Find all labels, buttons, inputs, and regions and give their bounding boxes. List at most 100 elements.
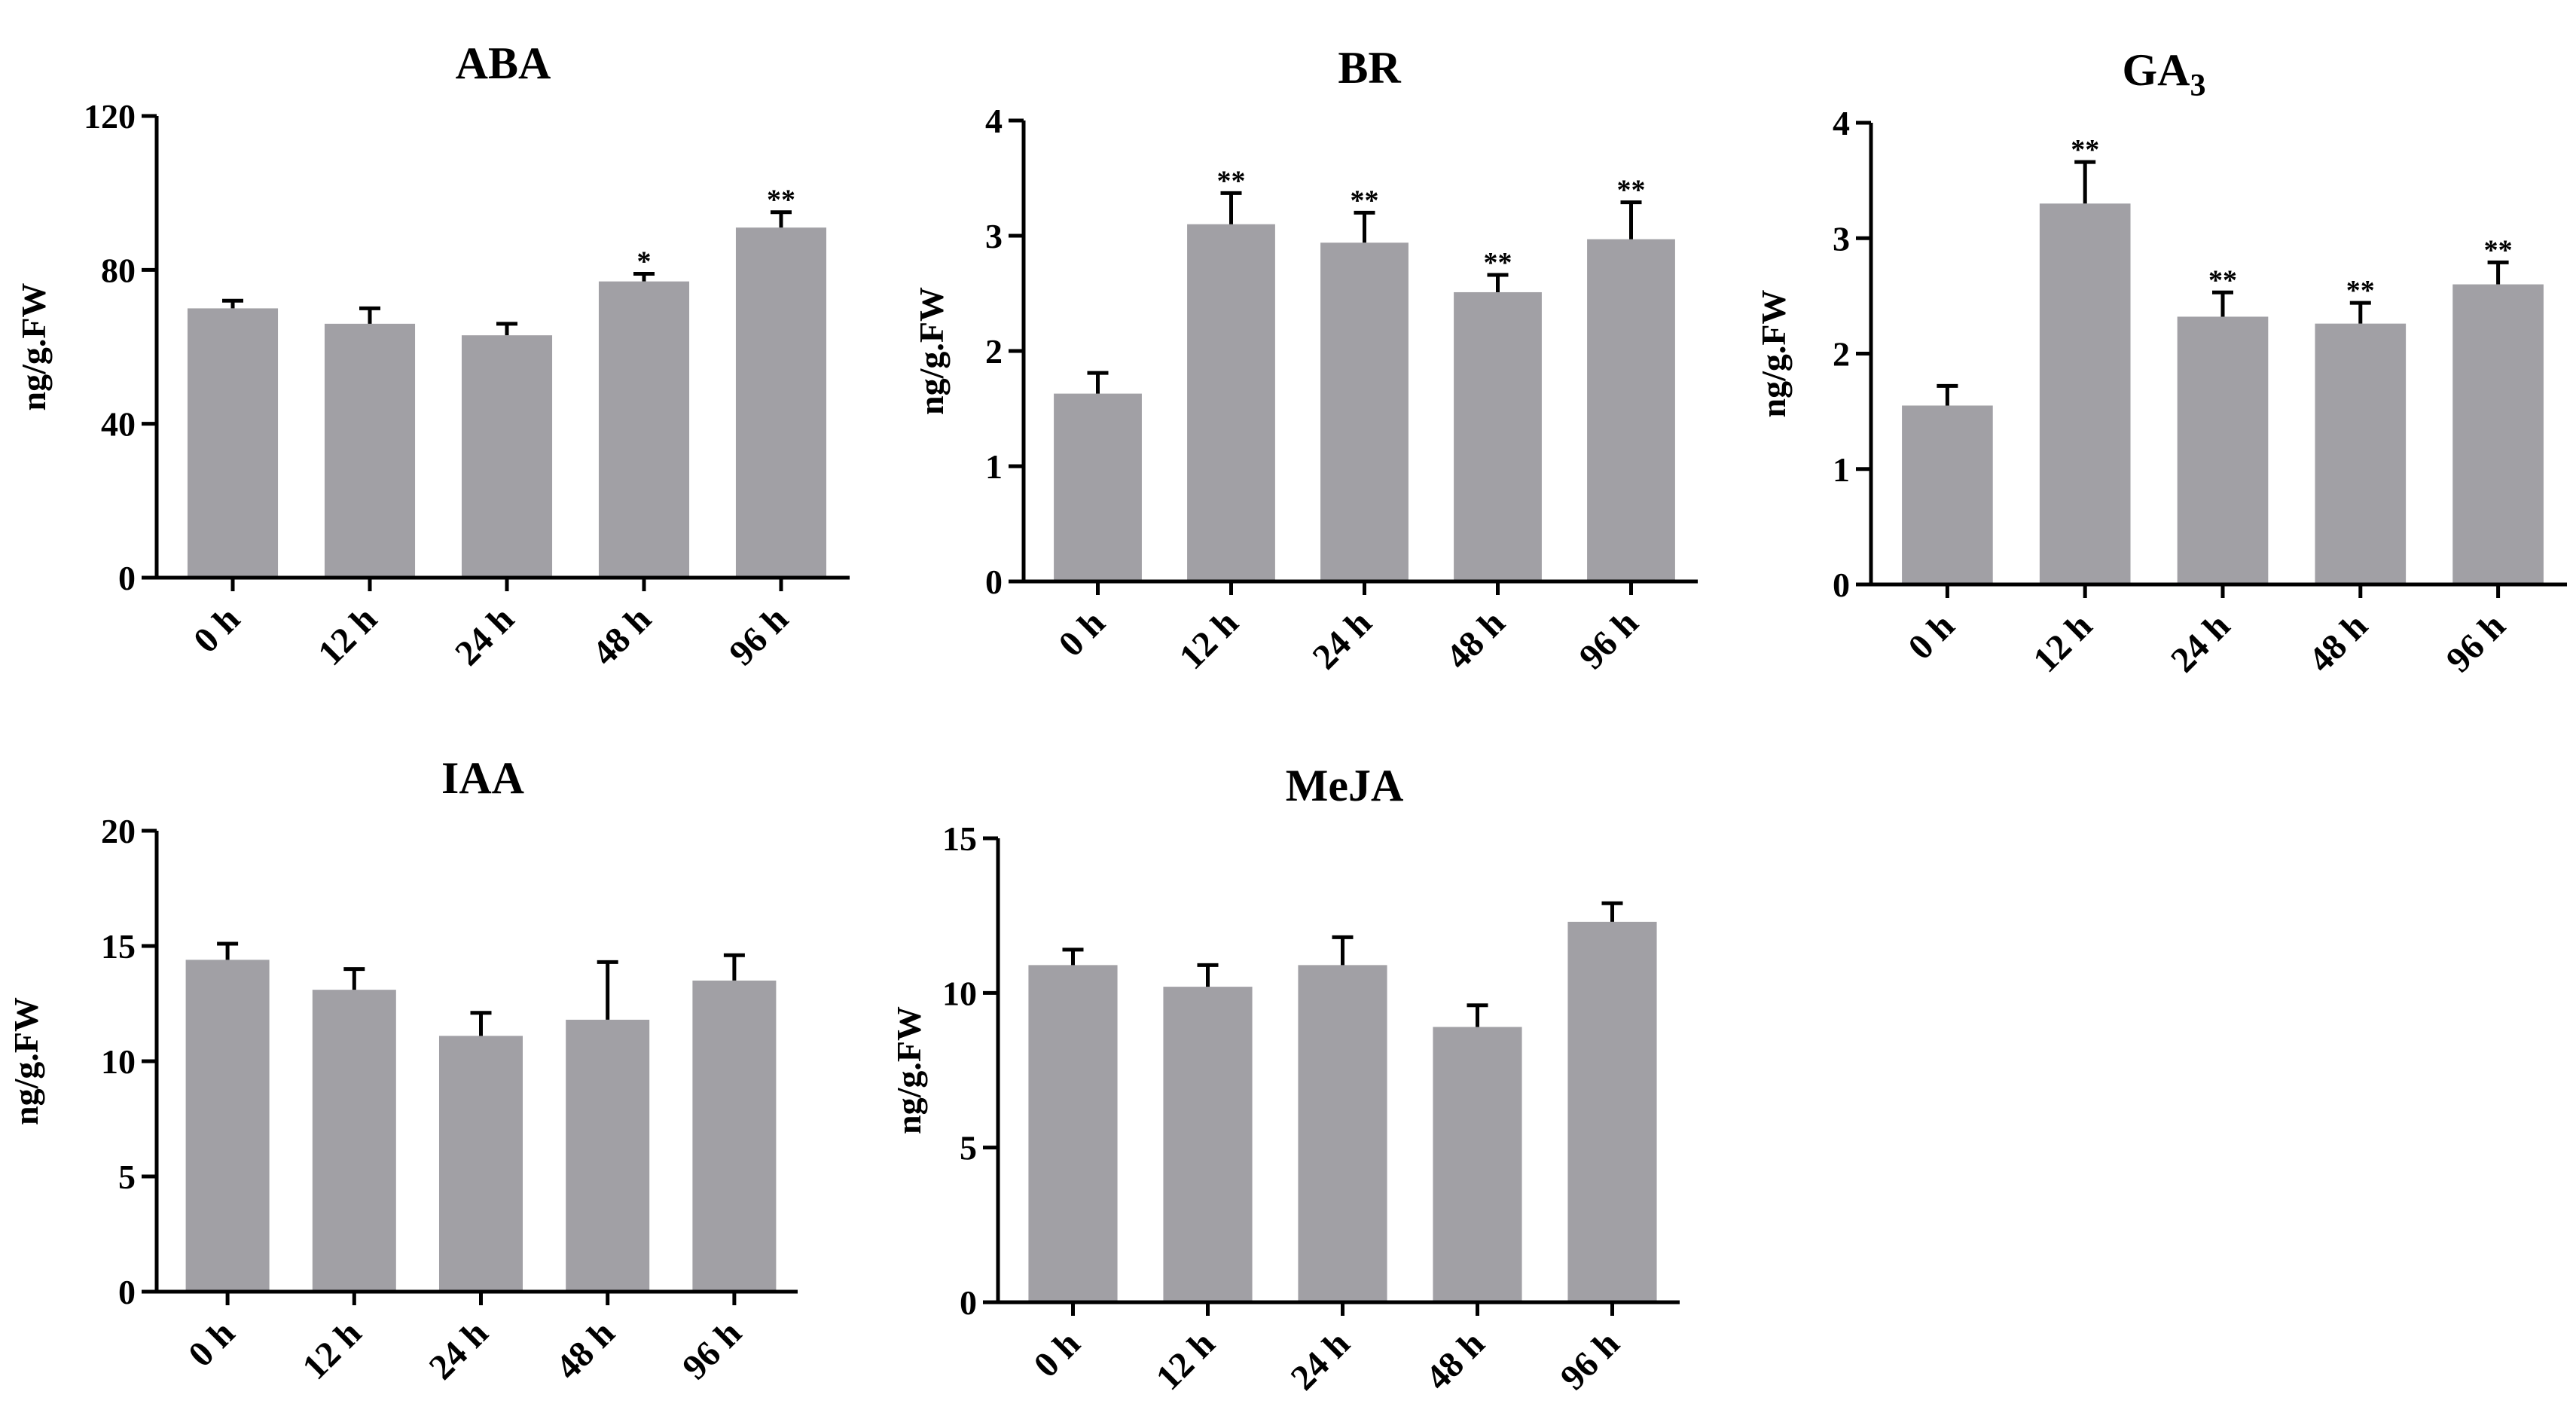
y-tick-label: 0 bbox=[118, 1273, 136, 1311]
x-tick-label: 12 h bbox=[2025, 606, 2100, 680]
significance-marker: ** bbox=[2484, 234, 2513, 266]
error-bar bbox=[359, 306, 380, 324]
bar bbox=[1187, 224, 1275, 581]
significance-marker: ** bbox=[2071, 134, 2099, 166]
y-tick-label: 0 bbox=[1833, 566, 1850, 604]
x-tick-label: 12 h bbox=[310, 599, 385, 673]
y-tick-label: 80 bbox=[101, 251, 136, 289]
x-tick-label: 12 h bbox=[295, 1313, 369, 1387]
chart-panel: GA3 ng/g.FW ** ** ** ** 0 1 2 3 4 0 h 12 h 24 h 48 h 96… bbox=[1754, 45, 2567, 680]
x-tick-label: 24 h bbox=[2163, 606, 2238, 680]
error-bar bbox=[2349, 301, 2371, 324]
x-tick-label: 0 h bbox=[1051, 603, 1113, 664]
chart-panel: IAA ng/g.FW 0 5 10 15 20 0 h 12 h 24 h 48 h 96 h bbox=[7, 753, 798, 1387]
significance-marker: ** bbox=[2208, 264, 2237, 296]
bar bbox=[1298, 965, 1387, 1302]
y-tick-label: 10 bbox=[101, 1042, 136, 1081]
error-bar bbox=[470, 1011, 492, 1036]
y-axis-label: ng/g.FW bbox=[7, 997, 45, 1125]
x-tick-label: 24 h bbox=[447, 599, 522, 673]
bar bbox=[1028, 965, 1118, 1302]
error-bar bbox=[723, 953, 745, 981]
significance-marker: ** bbox=[1217, 165, 1246, 197]
error-bar bbox=[222, 298, 243, 309]
y-tick-label: 4 bbox=[985, 102, 1003, 140]
significance-marker: * bbox=[637, 246, 652, 277]
error-bar bbox=[1937, 383, 1958, 406]
bar bbox=[438, 1036, 523, 1292]
y-tick-label: 2 bbox=[1833, 335, 1850, 374]
y-tick-label: 1 bbox=[1833, 450, 1850, 489]
chart-title: IAA bbox=[441, 753, 524, 803]
bar bbox=[312, 990, 396, 1292]
x-tick-label: 48 h bbox=[2301, 606, 2376, 680]
x-tick-label: 0 h bbox=[1026, 1323, 1088, 1385]
error-bar bbox=[1620, 200, 1642, 240]
chart-title: MeJA bbox=[1286, 761, 1404, 810]
y-tick-label: 1 bbox=[985, 447, 1003, 486]
bar bbox=[324, 323, 416, 578]
x-tick-label: 12 h bbox=[1148, 1323, 1222, 1398]
significance-marker: ** bbox=[1617, 175, 1646, 206]
bar bbox=[1054, 393, 1142, 581]
chart-title: ABA bbox=[456, 38, 551, 88]
error-bar bbox=[217, 941, 239, 960]
error-bar bbox=[1197, 963, 1219, 987]
x-tick-label: 96 h bbox=[722, 599, 796, 673]
chart-panel: MeJA ng/g.FW 0 5 10 15 0 h 12 h 24 h 48 h 96 h bbox=[890, 761, 1680, 1398]
y-tick-label: 2 bbox=[985, 332, 1003, 371]
x-tick-label: 96 h bbox=[675, 1313, 749, 1387]
significance-marker: ** bbox=[1484, 247, 1512, 279]
bar bbox=[1320, 243, 1409, 581]
bar bbox=[566, 1019, 650, 1292]
bar bbox=[692, 980, 777, 1292]
y-tick-label: 15 bbox=[101, 927, 136, 966]
x-tick-label: 0 h bbox=[181, 1313, 243, 1375]
error-bar bbox=[1087, 371, 1109, 394]
x-tick-label: 12 h bbox=[1171, 603, 1246, 677]
bar bbox=[1433, 1027, 1522, 1302]
chart-panel: BR ng/g.FW ** ** ** ** 0 1 2 3 4 0 h 12 h 24 h 48 h 96 … bbox=[912, 43, 1698, 677]
x-tick-label: 0 h bbox=[1900, 606, 1962, 667]
error-bar bbox=[1467, 1003, 1488, 1027]
y-tick-label: 15 bbox=[942, 819, 977, 858]
bar bbox=[1163, 987, 1253, 1302]
y-tick-label: 3 bbox=[985, 217, 1003, 255]
bar bbox=[461, 335, 553, 578]
y-axis-label: ng/g.FW bbox=[912, 287, 951, 415]
y-tick-label: 5 bbox=[118, 1158, 136, 1196]
bar bbox=[735, 227, 827, 578]
x-tick-label: 96 h bbox=[2439, 606, 2513, 680]
x-tick-label: 96 h bbox=[1571, 603, 1646, 677]
x-tick-label: 24 h bbox=[1305, 603, 1379, 677]
error-bar bbox=[597, 960, 618, 1020]
bar bbox=[2177, 316, 2269, 584]
bar bbox=[1587, 239, 1675, 581]
y-tick-label: 20 bbox=[101, 812, 136, 850]
significance-marker: ** bbox=[1351, 185, 1379, 216]
error-bar bbox=[771, 210, 792, 228]
bar bbox=[1454, 291, 1542, 581]
y-axis-label: ng/g.FW bbox=[14, 283, 53, 411]
bar bbox=[1567, 921, 1657, 1302]
x-tick-label: 0 h bbox=[186, 599, 248, 661]
y-tick-label: 4 bbox=[1833, 104, 1850, 142]
y-axis-label: ng/g.FW bbox=[1754, 290, 1793, 418]
bar bbox=[2452, 284, 2544, 584]
y-tick-label: 40 bbox=[101, 405, 136, 444]
x-tick-label: 48 h bbox=[1438, 603, 1512, 677]
error-bar bbox=[1354, 210, 1375, 243]
bar bbox=[598, 281, 690, 578]
error-bar bbox=[1332, 935, 1354, 966]
chart-title: BR bbox=[1338, 43, 1401, 93]
chart-title-subscript: 3 bbox=[2190, 69, 2206, 103]
error-bar bbox=[633, 271, 655, 282]
x-tick-label: 96 h bbox=[1552, 1323, 1627, 1398]
bar bbox=[2039, 203, 2131, 584]
chart-title: GA3 bbox=[2123, 45, 2206, 103]
error-bar bbox=[1487, 273, 1509, 292]
bar bbox=[187, 308, 279, 578]
x-tick-label: 24 h bbox=[421, 1313, 496, 1387]
